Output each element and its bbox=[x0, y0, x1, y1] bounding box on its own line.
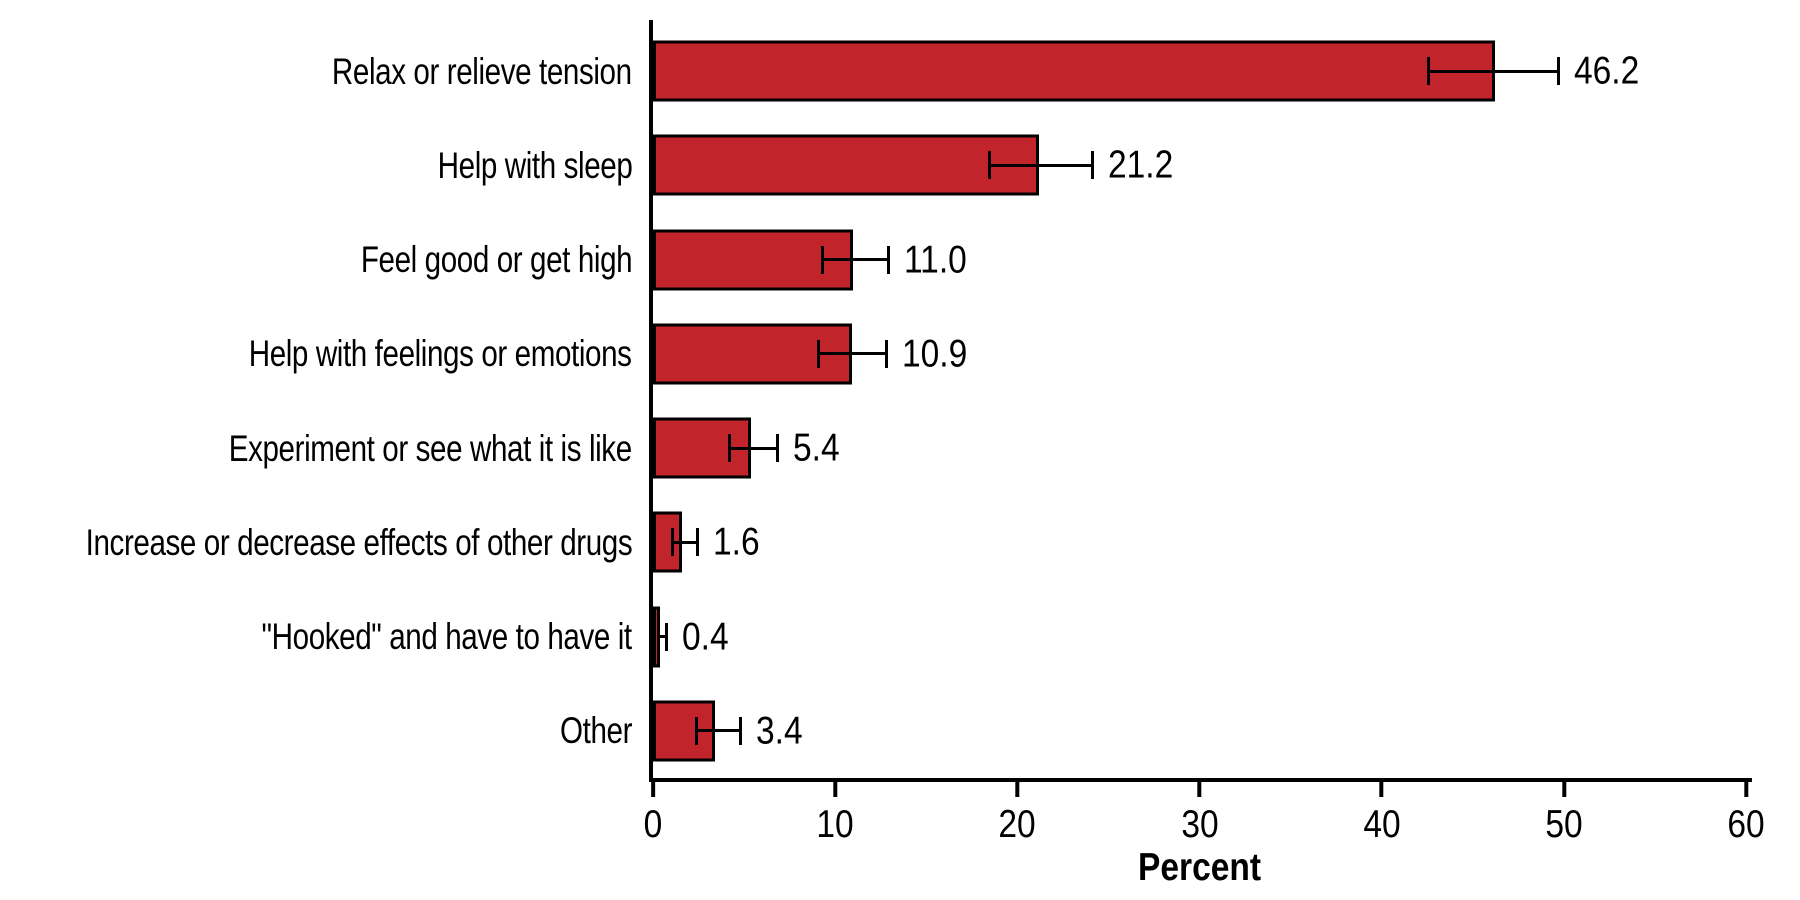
error-bar-cap-right bbox=[664, 622, 668, 651]
error-bar-cap-left bbox=[816, 339, 820, 368]
x-tick: 10 bbox=[813, 782, 856, 844]
value-label: 3.4 bbox=[756, 709, 803, 753]
x-tick: 30 bbox=[1178, 782, 1221, 844]
category-label: Other bbox=[559, 710, 632, 752]
tick-mark bbox=[650, 782, 655, 797]
error-bar-cap-left bbox=[727, 434, 731, 463]
error-bar-cap-right bbox=[886, 245, 890, 274]
error-bar-cap-left bbox=[694, 716, 698, 745]
value-label: 11.0 bbox=[903, 238, 967, 282]
bar bbox=[653, 40, 1495, 102]
error-bar bbox=[816, 339, 888, 368]
x-axis-title-wrap: Percent bbox=[653, 848, 1746, 887]
category-label: "Hooked" and have to have it bbox=[261, 616, 633, 658]
tick-label: 40 bbox=[1362, 803, 1401, 846]
x-axis-title: Percent bbox=[1137, 846, 1262, 889]
tick-label: 20 bbox=[998, 803, 1036, 846]
bar-row: 11.0 bbox=[653, 213, 1746, 307]
tick-mark bbox=[1379, 782, 1384, 797]
value-label: 10.9 bbox=[901, 332, 968, 376]
bar bbox=[653, 134, 1040, 196]
category-label: Help with sleep bbox=[437, 144, 632, 186]
bar-row: 0.4 bbox=[653, 590, 1746, 684]
value-label: 1.6 bbox=[712, 520, 760, 564]
error-bar bbox=[1427, 57, 1561, 86]
error-bar bbox=[694, 716, 743, 745]
error-bar bbox=[656, 622, 668, 651]
tick-label: 60 bbox=[1727, 803, 1765, 846]
category-axis: Relax or relieve tension Help with sleep… bbox=[0, 24, 632, 778]
plot-area: 46.2 21.2 11.0 10.9 5.4 1.6 bbox=[653, 24, 1746, 778]
error-bar bbox=[727, 434, 779, 463]
y-axis-line bbox=[649, 20, 653, 782]
bar-row: 10.9 bbox=[653, 307, 1746, 401]
error-bar-cap-right bbox=[884, 339, 888, 368]
value-label: 46.2 bbox=[1574, 49, 1640, 93]
bar bbox=[653, 323, 852, 385]
bar-row: 21.2 bbox=[653, 118, 1746, 212]
bar-row: 46.2 bbox=[653, 24, 1746, 118]
category-row: Help with sleep bbox=[0, 118, 632, 212]
bar-row: 1.6 bbox=[653, 495, 1746, 589]
error-bar-cap-left bbox=[820, 245, 824, 274]
category-row: Feel good or get high bbox=[0, 213, 633, 307]
category-label: Experiment or see what it is like bbox=[228, 427, 632, 469]
error-bar bbox=[671, 528, 699, 557]
error-bar-cap-right bbox=[1090, 151, 1094, 180]
category-label: Relax or relieve tension bbox=[332, 50, 632, 92]
category-row: "Hooked" and have to have it bbox=[0, 590, 633, 684]
x-tick: 0 bbox=[642, 782, 664, 844]
bar-row: 3.4 bbox=[653, 684, 1746, 778]
x-axis-line bbox=[649, 778, 1752, 782]
x-tick: 40 bbox=[1360, 782, 1403, 844]
value-label: 0.4 bbox=[681, 615, 729, 659]
tick-mark bbox=[1015, 782, 1020, 797]
tick-mark bbox=[1561, 782, 1566, 797]
category-label: Feel good or get high bbox=[360, 239, 633, 281]
tick-label: 0 bbox=[643, 803, 663, 846]
bar-row: 5.4 bbox=[653, 401, 1746, 495]
value-label: 5.4 bbox=[792, 426, 840, 470]
bar bbox=[653, 229, 854, 291]
value-label: 21.2 bbox=[1107, 143, 1174, 187]
error-bar-cap-right bbox=[739, 716, 743, 745]
category-row: Increase or decrease effects of other dr… bbox=[0, 495, 632, 589]
category-row: Experiment or see what it is like bbox=[0, 401, 632, 495]
error-bar-cap-left bbox=[656, 622, 660, 651]
error-bar-cap-left bbox=[1427, 57, 1431, 86]
error-bar-cap-right bbox=[1557, 57, 1561, 86]
tick-label: 50 bbox=[1545, 803, 1583, 846]
tick-label: 30 bbox=[1180, 803, 1219, 846]
category-row: Relax or relieve tension bbox=[0, 24, 632, 118]
error-bar-cap-left bbox=[671, 528, 675, 557]
category-row: Help with feelings or emotions bbox=[0, 307, 632, 401]
category-label: Help with feelings or emotions bbox=[249, 333, 632, 375]
error-bar-cap-left bbox=[988, 151, 992, 180]
x-tick: 50 bbox=[1542, 782, 1585, 844]
error-bar bbox=[820, 245, 890, 274]
error-bar bbox=[988, 151, 1094, 180]
tick-mark bbox=[1197, 782, 1202, 797]
category-row: Other bbox=[0, 684, 632, 778]
x-tick: 20 bbox=[996, 782, 1039, 844]
tick-label: 10 bbox=[816, 803, 854, 846]
x-tick: 60 bbox=[1724, 782, 1767, 844]
error-bar-cap-right bbox=[775, 434, 779, 463]
x-axis-ticks: 0 10 20 30 40 50 60 bbox=[644, 782, 1765, 872]
error-bar-cap-right bbox=[695, 528, 699, 557]
tick-mark bbox=[1743, 782, 1748, 797]
category-label: Increase or decrease effects of other dr… bbox=[85, 521, 632, 563]
tick-mark bbox=[833, 782, 838, 797]
